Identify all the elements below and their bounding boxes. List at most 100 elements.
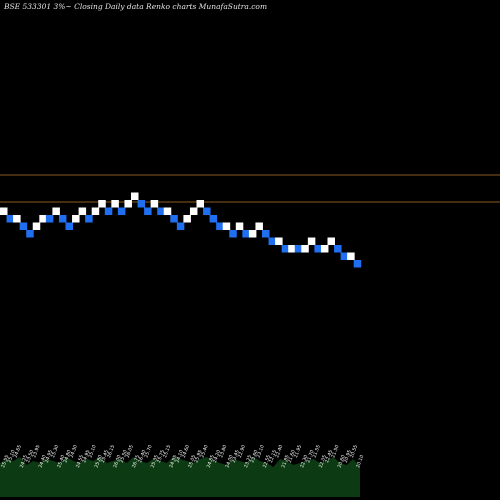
renko-brick-up [189,207,198,215]
renko-brick-up [235,222,244,230]
price-label: 23.45 [231,449,241,463]
renko-brick-up [196,200,204,208]
price-label: 20.55 [349,444,359,458]
renko-brick-down [340,252,349,260]
price-label: 20.95 [343,449,353,463]
price-label: 22.40 [274,444,284,458]
price-label: 22.90 [237,444,247,458]
price-label: 25.10 [87,444,97,458]
renko-brick-up [248,230,257,238]
price-label: 25.30 [50,444,60,458]
price-label: 23.50 [25,449,35,463]
renko-brick-up [131,192,139,200]
price-label: 24.25 [19,454,29,468]
price-label: 22.15 [268,449,278,463]
renko-brick-up [320,245,329,253]
renko-bricks [0,192,362,268]
renko-brick-up [72,215,80,223]
renko-brick-down [104,207,113,215]
renko-brick-down [157,207,165,215]
renko-brick-up [0,207,8,215]
price-label: 24.95 [81,449,91,463]
price-label: 20.10 [355,454,365,468]
renko-brick-down [85,215,93,223]
price-label: 24.10 [175,449,185,463]
price-label: 25.10 [6,449,16,463]
renko-brick-up [222,222,231,230]
price-label: 21.50 [330,444,340,458]
price-label: 25.55 [0,454,10,468]
price-label: 23.25 [243,454,253,468]
renko-brick-down [229,230,237,238]
renko-brick-up [32,222,41,230]
price-label: 24.80 [63,449,73,463]
renko-brick-up [307,237,316,245]
renko-brick-down [242,230,250,238]
price-label: 25.40 [200,444,210,458]
renko-brick-up [111,200,119,208]
renko-brick-down [314,245,322,253]
renko-brick-up [78,207,87,215]
price-label: 22.30 [299,454,309,468]
renko-brick-down [203,207,211,215]
renko-brick-down [117,207,126,215]
price-label: 26.75 [131,454,141,468]
price-label: 25.15 [162,444,172,458]
price-label: 25.70 [143,444,153,458]
price-label: 23.80 [218,444,228,458]
renko-brick-down [144,207,152,215]
price-label: 26.00 [112,454,122,468]
price-label: 26.05 [125,444,135,458]
price-label: 24.20 [212,449,222,463]
renko-brick-down [137,200,146,208]
renko-brick-down [65,222,73,230]
renko-brick-down [281,245,290,253]
renko-brick-up [255,222,263,230]
price-label: 22.45 [324,449,334,463]
renko-brick-up [275,237,283,245]
renko-brick-down [19,222,28,230]
price-label: 21.95 [293,444,303,458]
renko-brick-up [124,200,132,208]
price-label: 25.50 [119,449,129,463]
price-label: 24.30 [69,444,79,458]
price-label: 25.35 [150,454,160,468]
volume-series [0,457,360,497]
price-label: 23.95 [31,444,41,458]
price-label: 25.05 [187,454,197,468]
renko-brick-down [170,215,178,223]
price-label: 24.85 [206,454,216,468]
renko-brick-down [262,230,270,238]
price-label: 24.55 [168,454,178,468]
price-label: 26.40 [137,449,147,463]
price-label: 24.95 [44,449,54,463]
volume-area [0,457,360,497]
renko-brick-down [58,215,67,223]
reference-lines [0,174,500,203]
price-label: 25.80 [94,454,104,468]
price-label: 21.55 [312,444,322,458]
renko-brick-up [39,215,47,223]
chart-title: BSE 533301 3%~ Closing Daily data Renko … [4,2,268,11]
renko-brick-up [163,207,172,215]
price-label: 21.60 [287,449,297,463]
renko-brick-up [13,215,21,223]
renko-brick-up [327,237,335,245]
renko-brick-down [268,237,277,245]
price-label: 26.15 [106,444,116,458]
price-label: 22.55 [262,454,272,468]
renko-brick-down [353,260,362,268]
renko-brick-up [150,200,159,208]
price-label: 21.70 [305,449,315,463]
price-label: 24.55 [75,454,85,468]
price-label: 24.65 [13,444,23,458]
price-label: 21.85 [281,454,291,468]
price-label: 22.05 [318,454,328,468]
price-label: 25.75 [156,449,166,463]
renko-brick-down [176,222,185,230]
price-label: 25.45 [100,449,110,463]
price-label: 25.40 [56,454,66,468]
renko-brick-up [52,207,60,215]
price-label: 24.00 [224,454,234,468]
